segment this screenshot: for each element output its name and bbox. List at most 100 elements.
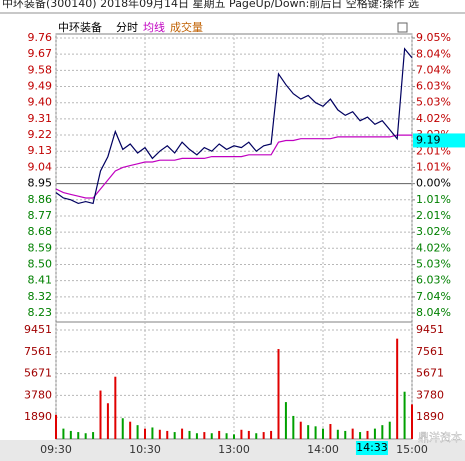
series-line bbox=[55, 134, 412, 199]
y2-tick-label: 5.03% bbox=[416, 258, 451, 271]
volume-bar bbox=[69, 430, 72, 439]
volume-bar bbox=[277, 349, 280, 439]
y2-tick-label: 2.01% bbox=[416, 144, 451, 157]
volume-bar bbox=[396, 338, 399, 439]
volume-bar bbox=[195, 433, 198, 439]
y2-tick-label: 7.04% bbox=[416, 290, 451, 303]
x-tick-label: 14:00 bbox=[307, 443, 339, 456]
y-tick-label: 9.13 bbox=[28, 144, 53, 157]
volume-bar bbox=[210, 433, 213, 439]
y-tick-label: 9.49 bbox=[28, 80, 53, 93]
x-tick-label: 10:30 bbox=[129, 443, 161, 456]
volume-tick-label-right: 3780 bbox=[416, 388, 444, 401]
y-tick-label: 8.95 bbox=[28, 177, 53, 190]
y-tick-label: 9.76 bbox=[28, 31, 53, 44]
cursor-time-box bbox=[355, 441, 388, 455]
volume-bar bbox=[218, 430, 221, 439]
volume-bar bbox=[322, 428, 324, 439]
volume-bar bbox=[225, 433, 228, 439]
y-tick-label: 9.67 bbox=[28, 47, 53, 60]
y-tick-label: 8.59 bbox=[28, 241, 53, 254]
legend-volume: 成交量 bbox=[170, 20, 203, 34]
y2-tick-label: 7.04% bbox=[416, 63, 451, 76]
volume-bar bbox=[181, 428, 184, 439]
volume-tick-label-right: 9451 bbox=[416, 323, 444, 336]
volume-bar bbox=[136, 425, 139, 439]
volume-bar bbox=[166, 430, 169, 439]
y2-tick-label: 8.04% bbox=[416, 306, 451, 319]
y2-tick-label: 6.03% bbox=[416, 80, 451, 93]
volume-bar bbox=[55, 414, 57, 439]
x-tick-label: 09:30 bbox=[40, 443, 72, 456]
y-tick-label: 8.68 bbox=[28, 225, 53, 238]
volume-bar bbox=[173, 432, 176, 439]
volume-bar bbox=[314, 426, 317, 439]
volume-bar bbox=[144, 428, 146, 439]
volume-bar bbox=[114, 376, 117, 439]
y-tick-label: 8.50 bbox=[28, 257, 53, 270]
window-icon[interactable] bbox=[397, 22, 408, 33]
volume-bar bbox=[284, 402, 287, 439]
y2-tick-label: 0.00% bbox=[416, 177, 451, 190]
y2-tick-label: 4.02% bbox=[416, 241, 451, 254]
volume-tick-label: 9451 bbox=[24, 323, 52, 336]
volume-bar bbox=[99, 390, 102, 439]
volume-bar bbox=[307, 425, 310, 439]
x-tick-label: 15:00 bbox=[396, 443, 428, 456]
volume-bar bbox=[233, 434, 235, 439]
y2-tick-label: 6.03% bbox=[416, 274, 451, 287]
volume-bar bbox=[188, 430, 191, 439]
volume-bar bbox=[77, 432, 80, 439]
volume-bar bbox=[62, 428, 65, 439]
y-tick-label: 9.22 bbox=[28, 128, 53, 141]
volume-bar bbox=[151, 427, 154, 439]
volume-bar bbox=[84, 433, 87, 439]
volume-tick-label: 5671 bbox=[24, 367, 52, 380]
window-title: 中环装备(300140) 2018年09月14日 星期五 PageUp/Down… bbox=[2, 0, 419, 10]
y2-tick-label: 3.02% bbox=[416, 225, 451, 238]
volume-tick-label-right: 5671 bbox=[416, 367, 444, 380]
y2-tick-label: 9.05% bbox=[416, 31, 451, 44]
y2-tick-label: 8.04% bbox=[416, 47, 451, 60]
volume-bar bbox=[292, 415, 295, 439]
volume-bar bbox=[262, 432, 265, 439]
y-tick-label: 8.23 bbox=[28, 306, 53, 319]
y2-tick-label: 1.01% bbox=[416, 193, 451, 206]
legend-mode: 分时 bbox=[116, 21, 138, 34]
separator bbox=[0, 12, 465, 14]
volume-bar bbox=[336, 429, 339, 439]
y-tick-label: 9.58 bbox=[28, 63, 53, 76]
watermark: 鼎洋资本 bbox=[418, 430, 462, 444]
volume-bar bbox=[106, 403, 109, 439]
volume-bar bbox=[255, 433, 258, 439]
cursor-time-label: 14:33 bbox=[356, 441, 388, 454]
y2-tick-label: 4.02% bbox=[416, 112, 451, 125]
volume-tick-label: 3780 bbox=[24, 388, 52, 401]
volume-tick-label-right: 7561 bbox=[416, 345, 444, 358]
x-tick-label: 13:00 bbox=[218, 443, 250, 456]
volume-bar bbox=[373, 428, 376, 439]
volume-bar bbox=[388, 421, 391, 439]
volume-bar bbox=[329, 424, 332, 439]
volume-tick-label-right: 1890 bbox=[416, 410, 444, 423]
volume-bar bbox=[299, 421, 302, 439]
volume-bar bbox=[203, 432, 206, 439]
legend-stock: 中环装备 bbox=[58, 20, 102, 34]
y-tick-label: 9.40 bbox=[28, 96, 53, 109]
legend-average: 均线 bbox=[143, 20, 165, 34]
volume-bar bbox=[351, 428, 354, 439]
volume-bar bbox=[359, 432, 362, 439]
volume-bar bbox=[411, 404, 413, 439]
series-line bbox=[55, 47, 413, 205]
time-axis-bar bbox=[0, 440, 465, 461]
y-tick-label: 8.32 bbox=[28, 290, 53, 303]
y-tick-label: 8.41 bbox=[28, 274, 53, 287]
y-tick-label: 9.31 bbox=[28, 112, 53, 125]
cursor-price-box bbox=[413, 133, 465, 148]
volume-bar bbox=[92, 432, 95, 439]
volume-bar bbox=[381, 425, 384, 439]
y-tick-label: 8.86 bbox=[28, 193, 53, 206]
y-tick-label: 8.77 bbox=[28, 209, 53, 222]
